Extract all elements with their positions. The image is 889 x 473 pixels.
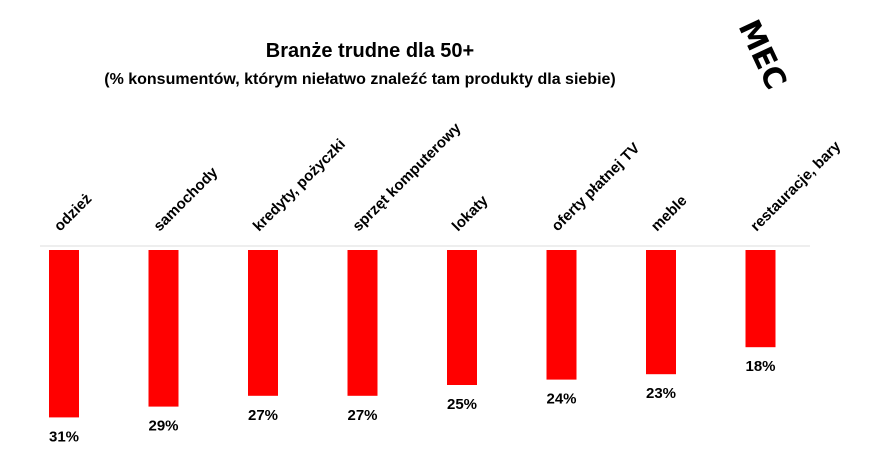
bar xyxy=(646,250,676,375)
category-label: samochody xyxy=(150,163,221,234)
value-label: 27% xyxy=(248,407,278,424)
value-label: 24% xyxy=(546,391,576,408)
chart-title: Branże trudne dla 50+ xyxy=(266,40,474,62)
value-label: 31% xyxy=(49,428,79,445)
logo: MEC xyxy=(731,15,793,95)
bar xyxy=(347,250,378,396)
category-label: restauracje, bary xyxy=(747,137,844,234)
value-label: 25% xyxy=(447,396,477,413)
category-label: lokaty xyxy=(449,192,492,235)
value-label: 23% xyxy=(646,385,676,402)
category-label: kredyty, pożyczki xyxy=(250,136,349,235)
chart-subtitle: (% konsumentów, którym niełatwo znaleźć … xyxy=(104,71,616,88)
bar xyxy=(447,250,477,385)
bar xyxy=(248,250,278,396)
value-label: 27% xyxy=(347,407,377,424)
category-label: odzież xyxy=(51,190,95,234)
category-label: meble xyxy=(648,192,691,235)
bar xyxy=(148,250,179,407)
bar xyxy=(745,250,776,348)
value-label: 18% xyxy=(745,358,775,375)
value-label: 29% xyxy=(148,418,178,435)
bar xyxy=(49,250,79,418)
category-label: sprzęt komputerowy xyxy=(349,119,465,235)
category-label: oferty płatnej TV xyxy=(548,140,643,235)
bar xyxy=(546,250,577,380)
